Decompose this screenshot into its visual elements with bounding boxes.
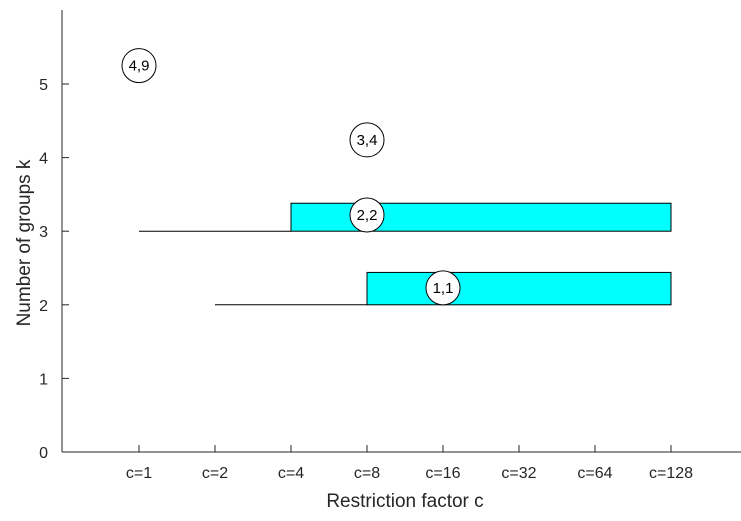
x-tick-label: c=1 <box>126 465 152 482</box>
y-tick-label: 1 <box>39 371 48 388</box>
annotation-marker: 2,2 <box>349 197 385 233</box>
annotations: 4,9 3,4 2,2 1,1 <box>121 48 461 306</box>
annotation-marker: 3,4 <box>349 122 385 158</box>
annotation-circle <box>349 122 385 158</box>
annotation-label: 1,1 <box>433 280 454 297</box>
x-tick-label: c=4 <box>278 465 304 482</box>
x-tick-label: c=16 <box>425 465 460 482</box>
annotation-circle <box>349 197 385 233</box>
annotation-marker: 1,1 <box>425 270 461 306</box>
x-tick-label: c=32 <box>501 465 536 482</box>
y-tick-label: 0 <box>39 445 48 462</box>
y-axis: 0 1 2 3 4 5 <box>39 10 69 462</box>
x-axis: c=1 c=2 c=4 c=8 c=16 c=32 c=64 c=128 <box>62 445 741 482</box>
y-tick-label: 5 <box>39 77 48 94</box>
y-tick-label: 3 <box>39 224 48 241</box>
bar-k3 <box>290 202 672 232</box>
x-tick-label: c=64 <box>577 465 612 482</box>
annotation-circle <box>425 270 461 306</box>
y-tick-label: 2 <box>39 298 48 315</box>
y-axis-title: Number of groups k <box>14 159 35 326</box>
y-tick-label: 4 <box>39 151 48 168</box>
x-tick-label: c=2 <box>202 465 228 482</box>
chart-marks <box>139 202 672 306</box>
annotation-circle <box>121 48 157 84</box>
bar-k2 <box>366 271 672 306</box>
annotation-marker: 4,9 <box>121 48 157 84</box>
annotation-label: 3,4 <box>357 132 378 149</box>
annotation-label: 4,9 <box>129 58 150 75</box>
annotation-label: 2,2 <box>357 207 378 224</box>
x-tick-label: c=8 <box>354 465 380 482</box>
x-tick-label: c=128 <box>649 465 693 482</box>
x-axis-title: Restriction factor c <box>326 491 483 512</box>
